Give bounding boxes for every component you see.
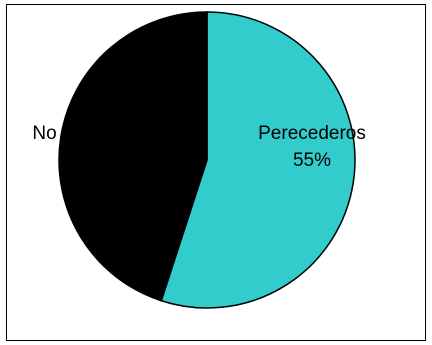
slice-label-perecederos: Perecederos <box>258 123 366 144</box>
pie-slice-no-perecederos <box>58 11 208 302</box>
slice-label-no-perecederos: No perecederos <box>32 123 167 144</box>
pie-labels: Perecederos 55% No perecederos 45% <box>32 123 365 171</box>
slice-percent-perecederos: 55% <box>293 150 331 171</box>
pie-slice-perecederos <box>160 11 356 309</box>
slice-percent-no-perecederos: 45% <box>81 150 119 171</box>
pie-slices <box>58 11 356 309</box>
